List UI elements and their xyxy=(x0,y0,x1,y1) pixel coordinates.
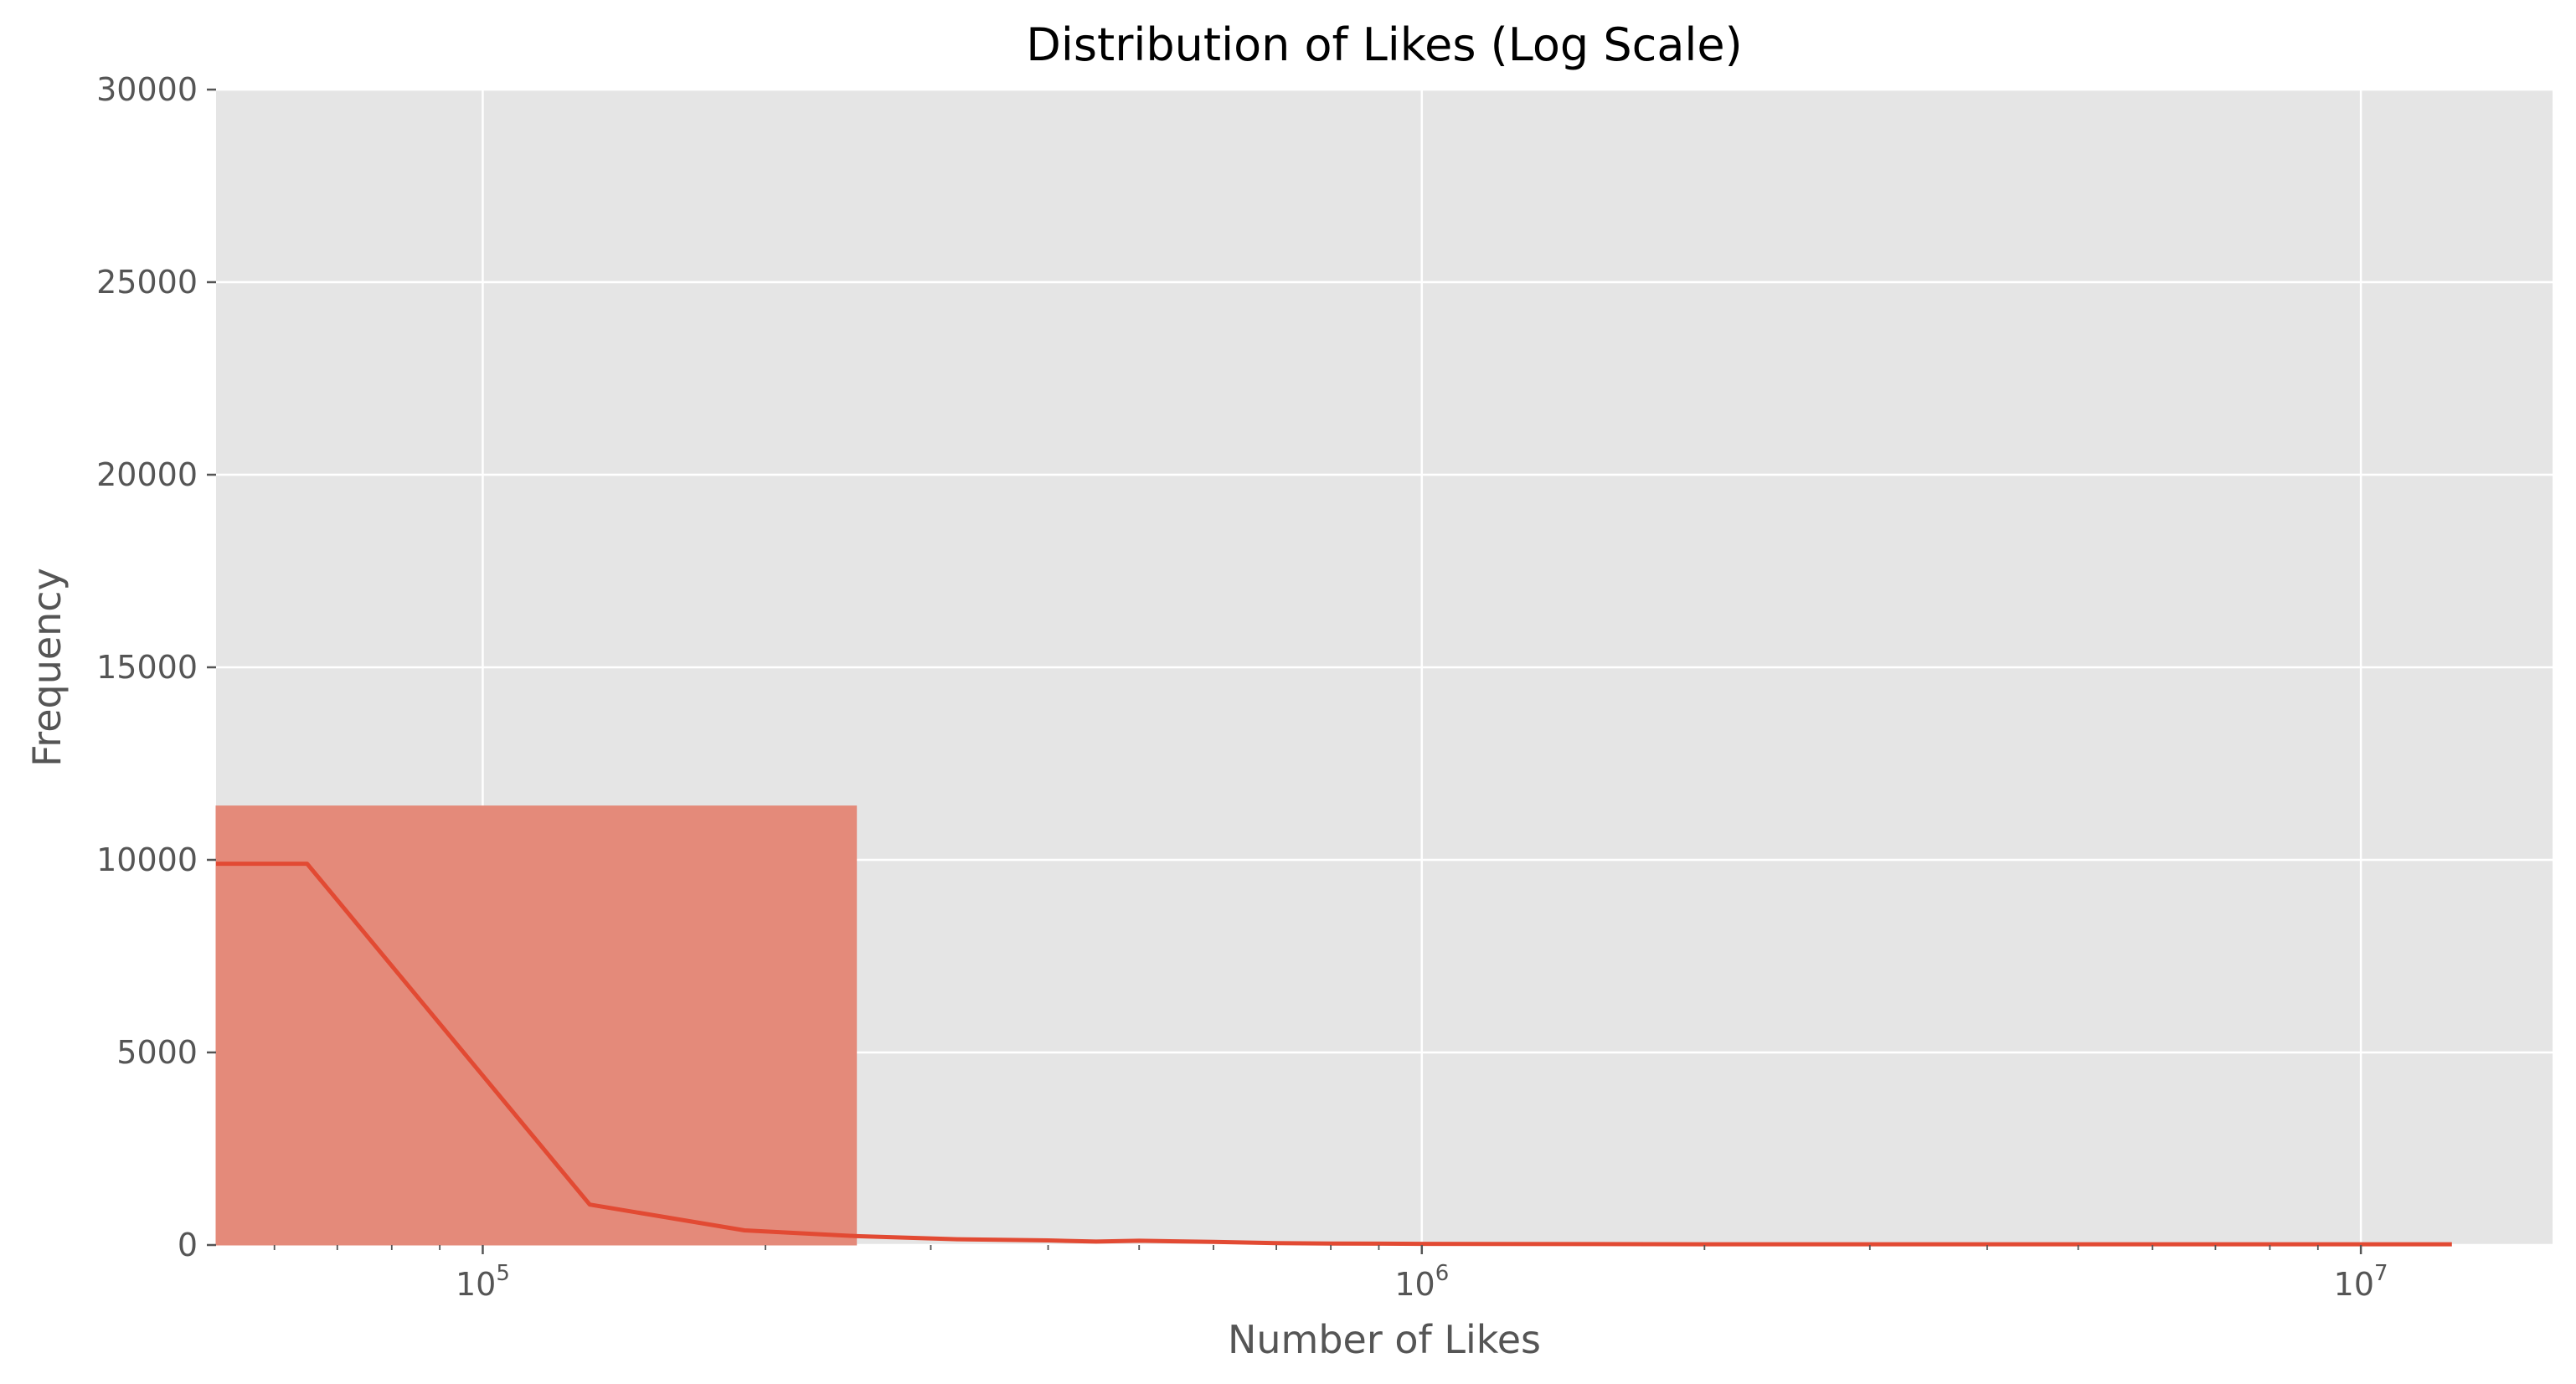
x-tick-exponent: 7 xyxy=(2374,1261,2388,1286)
chart-title: Distribution of Likes (Log Scale) xyxy=(1026,18,1742,71)
y-tick-label: 0 xyxy=(178,1227,198,1263)
x-tick-exponent: 6 xyxy=(1435,1261,1450,1286)
kde-layer xyxy=(216,862,2452,1247)
histogram-bars xyxy=(215,805,858,1246)
y-axis-label: Frequency xyxy=(24,568,70,767)
y-tick-label: 25000 xyxy=(96,264,198,301)
x-tick-base: 10 xyxy=(1394,1266,1435,1303)
x-tick-label: 107 xyxy=(2334,1261,2388,1303)
y-tick-label: 10000 xyxy=(96,841,198,878)
x-tick-label: 106 xyxy=(1394,1261,1449,1303)
histogram-bar xyxy=(215,805,858,1246)
y-tick-label: 5000 xyxy=(116,1034,198,1071)
y-tick-label: 15000 xyxy=(96,649,198,686)
x-tick-exponent: 5 xyxy=(496,1261,510,1286)
kde-line xyxy=(216,862,2452,1247)
y-tick-label: 30000 xyxy=(96,71,198,108)
x-axis-label: Number of Likes xyxy=(1228,1317,1541,1362)
x-tick-base: 10 xyxy=(456,1266,496,1303)
x-tick-label: 105 xyxy=(456,1261,510,1303)
x-tick-base: 10 xyxy=(2334,1266,2374,1303)
y-tick-label: 20000 xyxy=(96,456,198,493)
